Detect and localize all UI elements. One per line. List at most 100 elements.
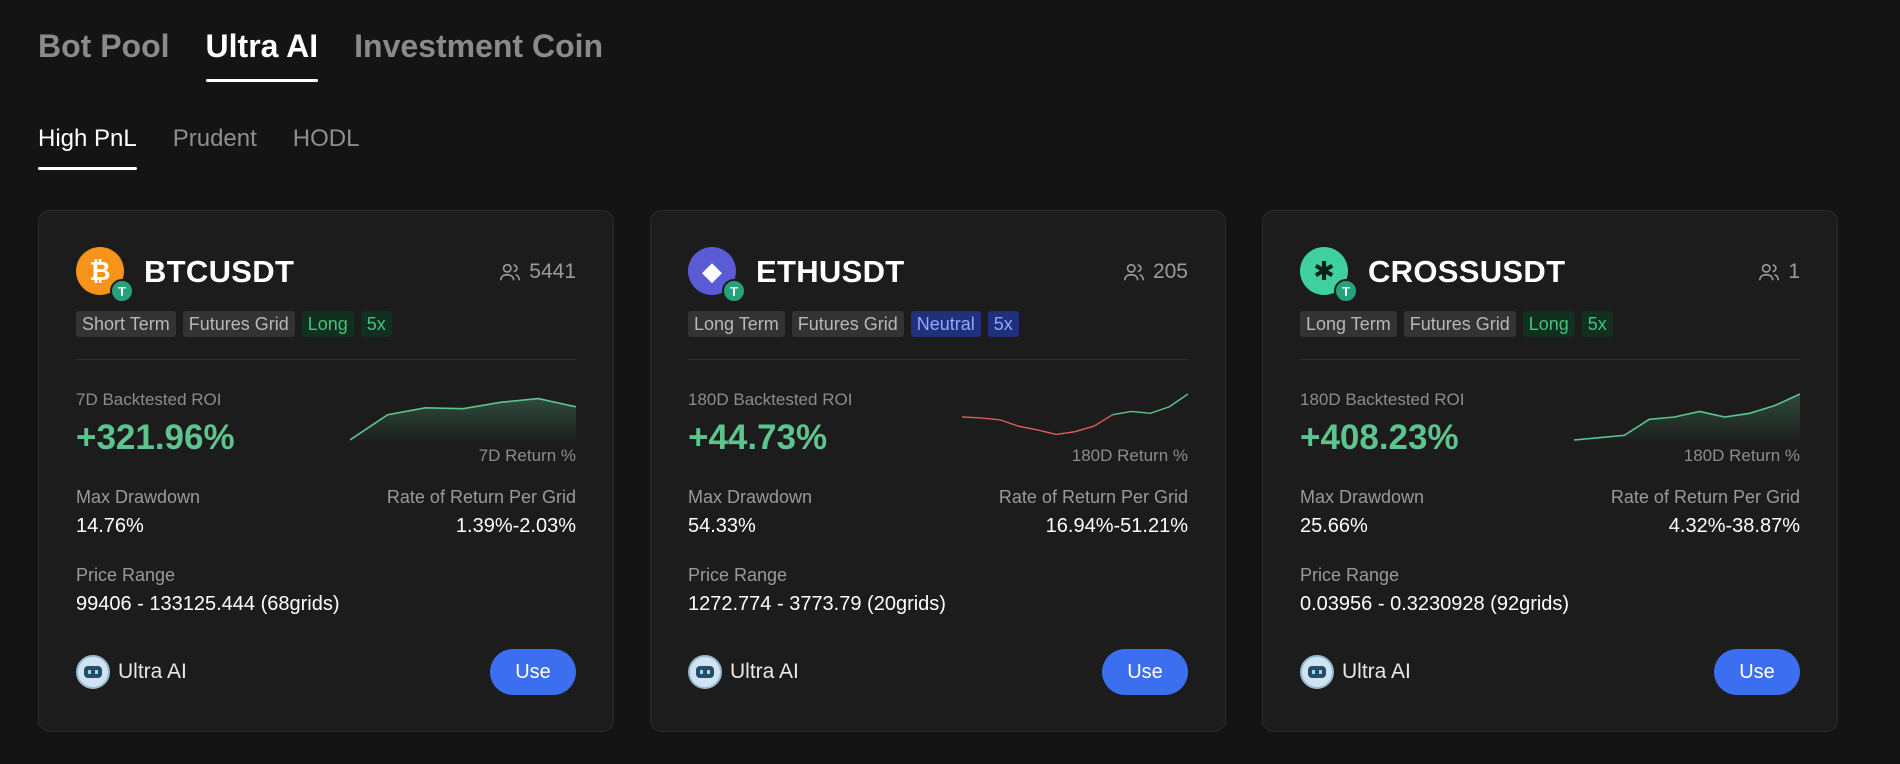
- user-count-value: 1: [1788, 260, 1800, 283]
- coin-icon-group: ◆ T: [688, 247, 746, 303]
- sparkline-chart: [350, 397, 576, 444]
- use-button[interactable]: Use: [1102, 649, 1188, 695]
- tag-list: Long Term Futures Grid Neutral 5x: [688, 311, 1188, 337]
- bot-card-list: ₿ T BTCUSDT 5441 Short Term Futures Grid…: [38, 210, 1838, 732]
- user-count-value: 205: [1152, 260, 1188, 283]
- users-icon: [1123, 263, 1144, 281]
- pair: ✱ T CROSSUSDT: [1300, 247, 1566, 303]
- return-sparkline: 180D Return %: [1574, 390, 1800, 466]
- strategy: Ultra AI: [76, 655, 187, 689]
- sparkline-segment: [980, 417, 1000, 421]
- price-range-label: Price Range: [1300, 565, 1400, 585]
- sparkline-segment: [1131, 410, 1151, 415]
- tag-leverage: 5x: [987, 311, 1019, 337]
- tag-leverage: 5x: [1581, 311, 1613, 337]
- tag-direction: Neutral: [910, 311, 981, 337]
- usdt-icon: T: [722, 279, 746, 303]
- strategy: Ultra AI: [688, 655, 799, 689]
- tab-bot-pool[interactable]: Bot Pool: [38, 28, 170, 64]
- coin-icon-group: ₿ T: [76, 247, 134, 303]
- roi-row: 180D Backtested ROI +408.23% 180D Return…: [1300, 390, 1800, 466]
- price-range-value: 1272.774 - 3773.79 (20grids): [688, 593, 946, 615]
- card-footer: Ultra AI Use: [76, 649, 576, 695]
- tag-term: Long Term: [688, 311, 785, 337]
- bot-card-crossusdt[interactable]: ✱ T CROSSUSDT 1 Long Term Futures Grid L…: [1262, 210, 1838, 732]
- sub-tabs: High PnL Prudent HODL: [38, 122, 359, 170]
- tag-term: Long Term: [1300, 311, 1397, 337]
- subtab-high-pnl[interactable]: High PnL: [38, 122, 137, 170]
- sparkline-chart: [962, 393, 1188, 436]
- bot-card-btcusdt[interactable]: ₿ T BTCUSDT 5441 Short Term Futures Grid…: [38, 210, 614, 732]
- subtab-hodl[interactable]: HODL: [292, 125, 360, 152]
- user-count: 5441: [499, 260, 576, 284]
- card-footer: Ultra AI Use: [688, 649, 1188, 695]
- max-drawdown-label: Max Drawdown: [1300, 487, 1425, 507]
- bitcoin-icon: ₿: [76, 247, 124, 295]
- roi-row: 180D Backtested ROI +44.73% 180D Return …: [688, 390, 1188, 466]
- sparkline-segment: [1037, 429, 1057, 436]
- card-header: ◆ T ETHUSDT 205: [688, 247, 1188, 303]
- grid-return-label: Rate of Return Per Grid: [998, 487, 1188, 507]
- price-range-label: Price Range: [76, 565, 176, 585]
- user-count: 1: [1758, 260, 1800, 284]
- tag-type: Futures Grid: [182, 311, 295, 337]
- card-footer: Ultra AI Use: [1300, 649, 1800, 695]
- sparkline-line: [350, 397, 576, 441]
- sparkline-chart: [1574, 393, 1800, 444]
- tag-direction: Long: [1522, 311, 1575, 337]
- user-count-value: 5441: [529, 260, 576, 283]
- divider: [76, 359, 576, 360]
- price-range: Price Range 1272.774 - 3773.79 (20grids): [688, 564, 1188, 616]
- price-range: Price Range 0.03956 - 0.3230928 (92grids…: [1300, 564, 1800, 616]
- price-range: Price Range 99406 - 133125.444 (68grids): [76, 564, 576, 616]
- roi-label: 180D Backtested ROI: [688, 390, 853, 409]
- pair-name: ETHUSDT: [756, 254, 905, 289]
- tag-type: Futures Grid: [791, 311, 904, 337]
- grid-return-value: 4.32%-38.87%: [1668, 515, 1800, 537]
- tag-direction: Long: [301, 311, 354, 337]
- price-range-value: 99406 - 133125.444 (68grids): [76, 593, 340, 615]
- use-button[interactable]: Use: [1714, 649, 1800, 695]
- max-drawdown-value: 54.33%: [688, 515, 756, 537]
- roi-label: 180D Backtested ROI: [1300, 390, 1465, 409]
- grid-return-value: 16.94%-51.21%: [1045, 515, 1188, 537]
- price-range-label: Price Range: [688, 565, 788, 585]
- sparkline-segment: [999, 419, 1019, 427]
- stats-row: Max Drawdown 25.66% Rate of Return Per G…: [1300, 486, 1800, 538]
- max-drawdown-label: Max Drawdown: [76, 487, 201, 507]
- subtab-prudent[interactable]: Prudent: [172, 125, 257, 152]
- roi-value: +321.96%: [76, 418, 235, 457]
- user-count: 205: [1123, 260, 1188, 284]
- sparkline-label: 180D Return %: [1683, 446, 1800, 465]
- sparkline-segment: [1056, 431, 1076, 436]
- strategy-name: Ultra AI: [730, 660, 799, 683]
- tag-leverage: 5x: [360, 311, 392, 337]
- tab-investment-coin[interactable]: Investment Coin: [354, 28, 604, 64]
- roi-row: 7D Backtested ROI +321.96% 7D Return %: [76, 390, 576, 466]
- pair: ◆ T ETHUSDT: [688, 247, 905, 303]
- tab-ultra-ai[interactable]: Ultra AI: [205, 24, 318, 82]
- divider: [688, 359, 1188, 360]
- sparkline-segment: [962, 416, 981, 419]
- pair-name: CROSSUSDT: [1368, 254, 1566, 289]
- return-sparkline: 7D Return %: [350, 390, 576, 466]
- max-drawdown-label: Max Drawdown: [688, 487, 813, 507]
- price-range-value: 0.03956 - 0.3230928 (92grids): [1300, 593, 1570, 615]
- top-tabs: Bot Pool Ultra AI Investment Coin: [38, 24, 603, 82]
- sparkline-segment: [1112, 410, 1132, 416]
- grid-return-value: 1.39%-2.03%: [455, 515, 576, 537]
- divider: [1300, 359, 1800, 360]
- users-icon: [1759, 263, 1780, 281]
- pair: ₿ T BTCUSDT: [76, 247, 294, 303]
- use-button[interactable]: Use: [490, 649, 576, 695]
- tag-list: Long Term Futures Grid Long 5x: [1300, 311, 1800, 337]
- grid-return-label: Rate of Return Per Grid: [386, 487, 576, 507]
- sparkline-segment: [1168, 393, 1188, 408]
- bot-card-ethusdt[interactable]: ◆ T ETHUSDT 205 Long Term Futures Grid N…: [650, 210, 1226, 732]
- users-icon: [500, 263, 521, 281]
- max-drawdown-value: 25.66%: [1300, 515, 1368, 537]
- tag-list: Short Term Futures Grid Long 5x: [76, 311, 576, 337]
- coin-icon-group: ✱ T: [1300, 247, 1358, 303]
- sparkline-segment: [1150, 406, 1170, 414]
- sparkline-label: 180D Return %: [1071, 446, 1188, 465]
